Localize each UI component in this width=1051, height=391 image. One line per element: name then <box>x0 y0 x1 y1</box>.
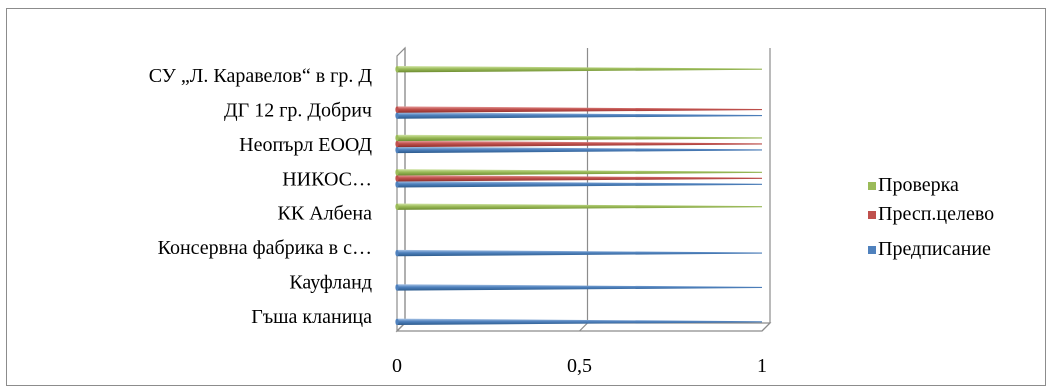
bar-0-2 <box>397 249 762 257</box>
bar-base-1-6 <box>395 106 399 113</box>
legend-label-1: Пресп.целево <box>878 203 994 225</box>
bar-base-0-2 <box>395 249 399 257</box>
category-label-4: НИКОС… <box>282 168 372 190</box>
x-tick-label-0: 0 <box>392 355 402 377</box>
legend-label-0: Проверка <box>878 174 959 196</box>
legend-swatch-2 <box>868 246 876 254</box>
bar-base-1-5 <box>395 140 399 148</box>
category-label-2: Консервна фабрика в с… <box>158 237 372 259</box>
bar-base-0-5 <box>395 146 399 154</box>
bars-group <box>395 65 762 326</box>
x-tick-label-1: 0,5 <box>567 355 592 377</box>
bar-0-0 <box>397 318 762 326</box>
bar-base-0-6 <box>395 112 399 119</box>
category-label-3: КК Албена <box>278 203 373 225</box>
bar-2-7 <box>397 65 762 73</box>
bar-2-5 <box>397 134 762 142</box>
legend-label-2: Предписание <box>878 238 991 260</box>
category-label-7: СУ „Л. Каравелов“ в гр. Д <box>149 65 373 87</box>
category-label-6: ДГ 12 гр. Добрич <box>224 100 372 122</box>
bar-2-3 <box>397 203 762 210</box>
category-label-1: Кауфланд <box>289 271 372 293</box>
bar-base-2-5 <box>395 134 399 142</box>
bar-0-5 <box>397 146 762 154</box>
category-labels: Гъша кланица Кауфланд Консервна фабрика в … <box>149 65 373 328</box>
bar-base-1-4 <box>395 175 399 182</box>
category-label-0: Гъша кланица <box>251 306 372 328</box>
bar-base-2-3 <box>395 203 399 210</box>
bar-2-4 <box>397 169 762 176</box>
x-tick-label-2: 1 <box>757 355 767 377</box>
legend-swatch-1 <box>868 211 876 219</box>
bar-1-5 <box>397 140 762 148</box>
bar-base-2-7 <box>395 65 399 73</box>
bar-base-0-4 <box>395 181 399 188</box>
bar-base-2-4 <box>395 169 399 176</box>
bar-base-0-0 <box>395 318 399 326</box>
bar-base-0-1 <box>395 284 399 291</box>
bar-0-1 <box>397 284 762 291</box>
bar-0-6 <box>397 112 762 119</box>
legend-swatch-0 <box>868 182 876 190</box>
legend: Проверка Пресп.целево Предписание <box>868 174 994 260</box>
floor-tick-2 <box>761 322 771 332</box>
bar-0-4 <box>397 181 762 188</box>
bar-1-6 <box>397 106 762 113</box>
floor-tick-1 <box>579 322 588 332</box>
category-label-5: Неопърл ЕООД <box>239 134 372 156</box>
x-tick-labels: 0 0,5 1 <box>392 355 767 377</box>
bar-1-4 <box>397 175 762 182</box>
